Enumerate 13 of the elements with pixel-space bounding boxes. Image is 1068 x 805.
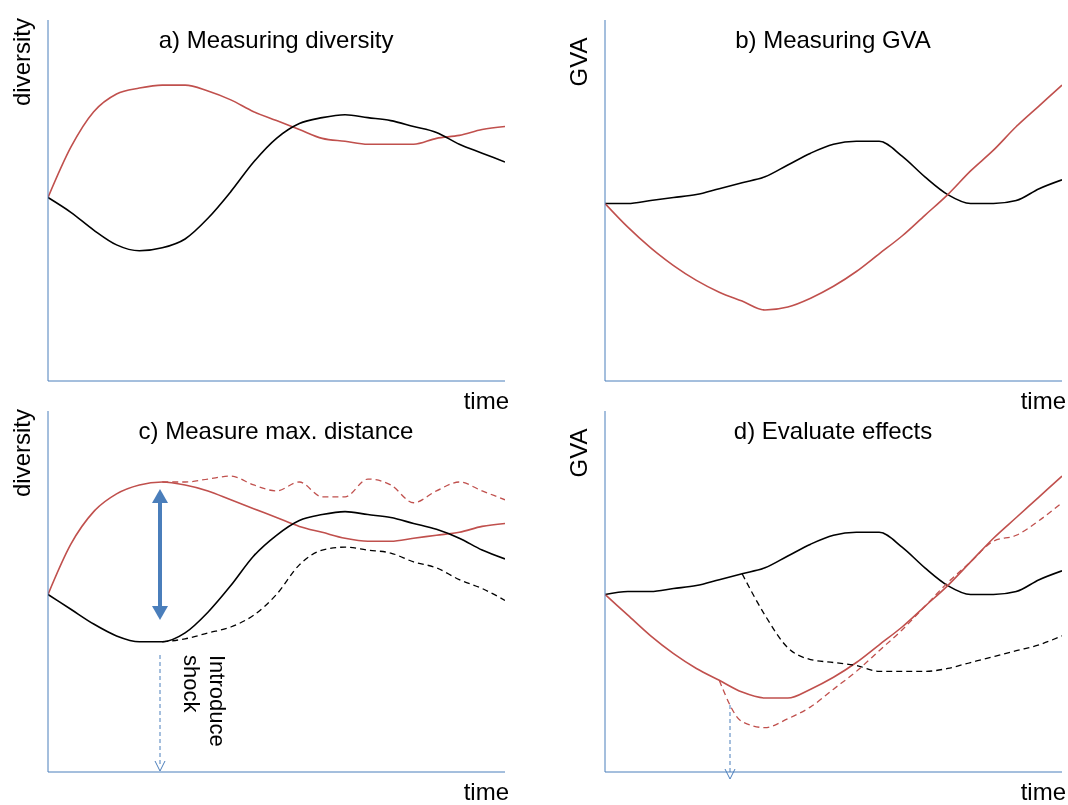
- y-axis-title: GVA: [565, 36, 593, 89]
- x-axis-title: time: [463, 387, 509, 415]
- x-axis-title: time: [1020, 778, 1066, 805]
- y-axis-title: GVA: [565, 427, 593, 480]
- x-axis-title: time: [463, 778, 509, 805]
- x-axis-title: time: [1020, 387, 1066, 415]
- y-axis-title: diversity: [8, 408, 36, 499]
- chart-title: b) Measuring GVA: [734, 26, 932, 54]
- chart-title: d) Evaluate effects: [732, 417, 934, 445]
- chart-title: c) Measure max. distance: [137, 417, 415, 445]
- chart-title: a) Measuring diversity: [157, 26, 395, 54]
- annotation: Introduce shock: [178, 655, 230, 749]
- y-axis-title: diversity: [8, 17, 36, 108]
